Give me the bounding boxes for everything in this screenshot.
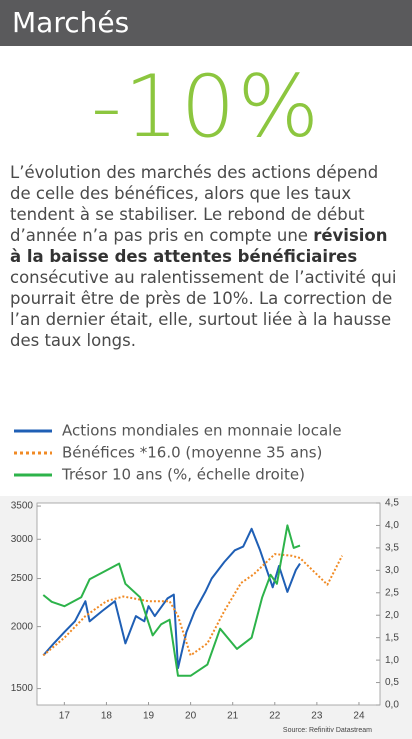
y2-tick-label: 0,5 [385,677,399,688]
y-tick-label: 2500 [11,573,34,584]
y-tick-label: 1500 [11,683,34,694]
series-line [42,524,301,677]
text: L’évolution des marchés des actions dépe… [10,163,379,245]
x-tick-label: 21 [227,711,239,722]
y2-tick-label: 4,5 [385,498,399,509]
y-tick-label: 2000 [11,621,34,632]
y2-tick-label: 3,5 [385,543,399,554]
x-tick-label: 17 [59,711,71,722]
y2-tick-label: 1,5 [385,632,399,643]
chart-bg [0,496,412,739]
legend-label: Bénéfices *16.0 (moyenne 35 ans) [62,444,322,462]
y2-tick-label: 2,0 [385,610,399,621]
headline: -10% [90,57,322,157]
series-line [42,553,343,657]
x-tick-label: 23 [311,711,323,722]
series-line [42,527,301,670]
y2-tick-label: 0,0 [385,700,399,711]
text: consécutive au ralentissement de l’activ… [10,268,397,350]
y2-tick-label: 3,0 [385,565,399,576]
x-tick-label: 20 [185,711,197,722]
y-tick-label: 3500 [11,501,34,512]
x-tick-label: 22 [269,711,281,722]
x-tick-label: 24 [353,711,365,722]
x-tick-label: 19 [143,711,155,722]
plot-area [36,502,381,706]
legend-label: Actions mondiales en monnaie locale [62,422,342,440]
header-title: Marchés [0,0,412,46]
y-tick-label: 3000 [11,534,34,545]
y2-tick-label: 4,0 [385,520,399,531]
y2-tick-label: 1,0 [385,655,399,666]
source: Source: Refinitiv Datastream [283,727,372,734]
legend-label: Trésor 10 ans (%, échelle droite) [61,466,305,484]
paragraph: L’évolution des marchés des actions dépe… [0,162,412,351]
bold-text: révision à la baisse des attentes bénéfi… [10,226,388,266]
x-tick-label: 18 [101,711,113,722]
y2-tick-label: 2,5 [385,587,399,598]
